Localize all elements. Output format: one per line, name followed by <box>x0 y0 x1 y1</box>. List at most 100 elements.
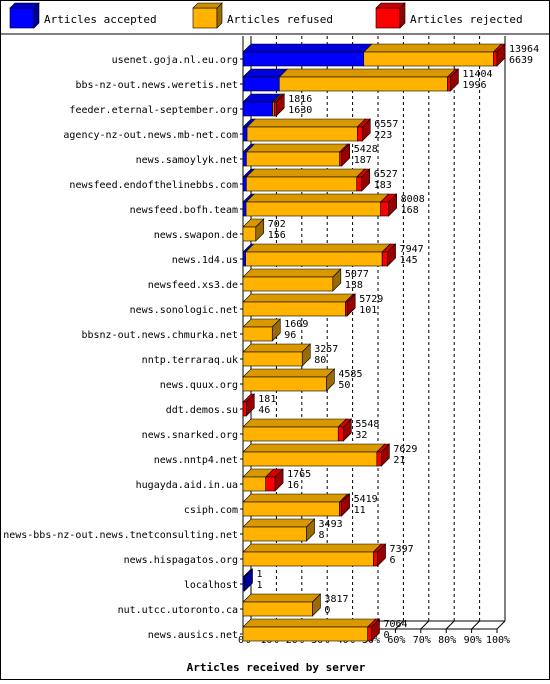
category-label: csiph.com <box>184 505 238 516</box>
bar-side-rejected <box>245 393 255 417</box>
bar-top-refused <box>244 243 391 253</box>
legend-swatch-accepted <box>9 7 35 29</box>
data-label-total: 13964 <box>509 44 539 55</box>
x-tick-label: 70% <box>413 635 431 646</box>
bar-side-refused <box>306 518 315 542</box>
data-label-accepted: 0 <box>324 605 330 616</box>
data-label-total: 4585 <box>338 369 362 380</box>
bar-side-rejected <box>341 143 351 167</box>
bar-segment-refused <box>242 476 267 492</box>
data-label-total: 702 <box>268 219 286 230</box>
data-label-total: 1765 <box>287 469 311 480</box>
bar-segment-refused <box>242 376 327 392</box>
x-tick-label: 80% <box>438 635 456 646</box>
bar-segment-refused <box>246 151 340 167</box>
data-label-accepted: 50 <box>338 380 350 391</box>
bar-segment-refused <box>246 126 358 142</box>
legend-item-accepted: Articles accepted <box>9 2 157 29</box>
bar-segment-refused <box>242 426 339 442</box>
bar-segment-rejected <box>356 176 363 192</box>
data-label-total: 3257 <box>314 344 338 355</box>
bar-segment-refused <box>242 301 346 317</box>
category-label: news.1d4.us <box>172 255 238 266</box>
bar-segment-rejected <box>380 201 389 217</box>
data-label-accepted: 96 <box>284 330 296 341</box>
bar-side-rejected <box>371 618 380 642</box>
bar-side-rejected <box>361 118 371 142</box>
bar-segment-rejected <box>357 126 363 142</box>
bar-segment-rejected <box>373 551 378 567</box>
bar-segment-refused <box>245 201 381 217</box>
floor-line-90 <box>471 620 480 630</box>
legend-label-refused: Articles refused <box>227 13 333 26</box>
legend-label-rejected: Articles rejected <box>410 13 523 26</box>
bar-side-refused <box>312 593 321 617</box>
bar-side-refused <box>301 343 311 367</box>
bar-top-refused <box>245 143 349 153</box>
category-label: ddt.demos.su <box>166 405 238 416</box>
data-label-total: 5077 <box>345 269 369 280</box>
data-label-total: 7629 <box>393 444 417 455</box>
bar-top-accepted <box>242 43 373 53</box>
bar-segment-rejected <box>339 151 343 167</box>
bar-segment-refused <box>242 226 257 242</box>
data-label-total: 5729 <box>359 294 383 305</box>
bar-segment-accepted <box>242 176 247 192</box>
data-label-accepted: 8 <box>319 530 325 541</box>
legend-swatch-refused-top <box>192 2 223 9</box>
bar-segment-accepted <box>242 76 280 92</box>
data-label-accepted: 80 <box>314 355 326 366</box>
bar-top-refused <box>246 118 367 128</box>
data-label-total: 1609 <box>284 319 308 330</box>
data-label-total: 11404 <box>462 69 492 80</box>
legend: Articles accepted Articles refused Artic… <box>9 2 523 29</box>
bar-top-refused <box>363 43 503 53</box>
bar-top-refused <box>242 518 316 528</box>
data-label-total: 6527 <box>374 169 398 180</box>
bar-side-refused <box>326 368 335 392</box>
bar-segment-refused <box>279 76 448 92</box>
category-label: nntp.terraraq.uk <box>142 355 238 366</box>
bar-top-refused <box>242 618 377 628</box>
floor-line-80 <box>445 620 455 630</box>
bar-segment-rejected <box>265 476 276 492</box>
data-label-accepted: 32 <box>355 430 367 441</box>
bar-segment-refused <box>242 501 340 517</box>
bar-segment-accepted <box>242 51 365 67</box>
bar-side-refused <box>332 268 342 292</box>
category-label: agency-nz-out.news.mb-net.com <box>63 130 238 141</box>
data-label-accepted: 138 <box>345 280 363 291</box>
legend-swatch-accepted-top <box>9 2 40 9</box>
category-label: newsfeed.endofthelinebbs.com <box>69 180 238 191</box>
category-label: news.quux.org <box>160 380 238 391</box>
bar-segment-rejected <box>337 426 344 442</box>
legend-item-refused: Articles refused <box>192 2 333 29</box>
floor-line-60 <box>395 620 404 630</box>
bar-segment-rejected <box>273 101 277 117</box>
bar-top-refused <box>242 543 383 553</box>
bar-side-rejected <box>343 418 352 442</box>
bar-side-rejected <box>274 468 284 492</box>
bar-top-refused <box>242 293 355 303</box>
data-label-accepted: 101 <box>359 305 377 316</box>
bar-top-refused <box>242 268 342 278</box>
bar-segment-refused <box>242 351 303 367</box>
bar-segment-refused <box>242 551 374 567</box>
bar-side-accepted <box>244 568 253 592</box>
bar-segment-refused <box>242 276 334 292</box>
bar-segment-refused <box>245 251 383 267</box>
category-label: news.swapon.de <box>154 230 238 241</box>
bar-side-refused <box>255 218 265 242</box>
bar-segment-refused <box>363 51 494 67</box>
